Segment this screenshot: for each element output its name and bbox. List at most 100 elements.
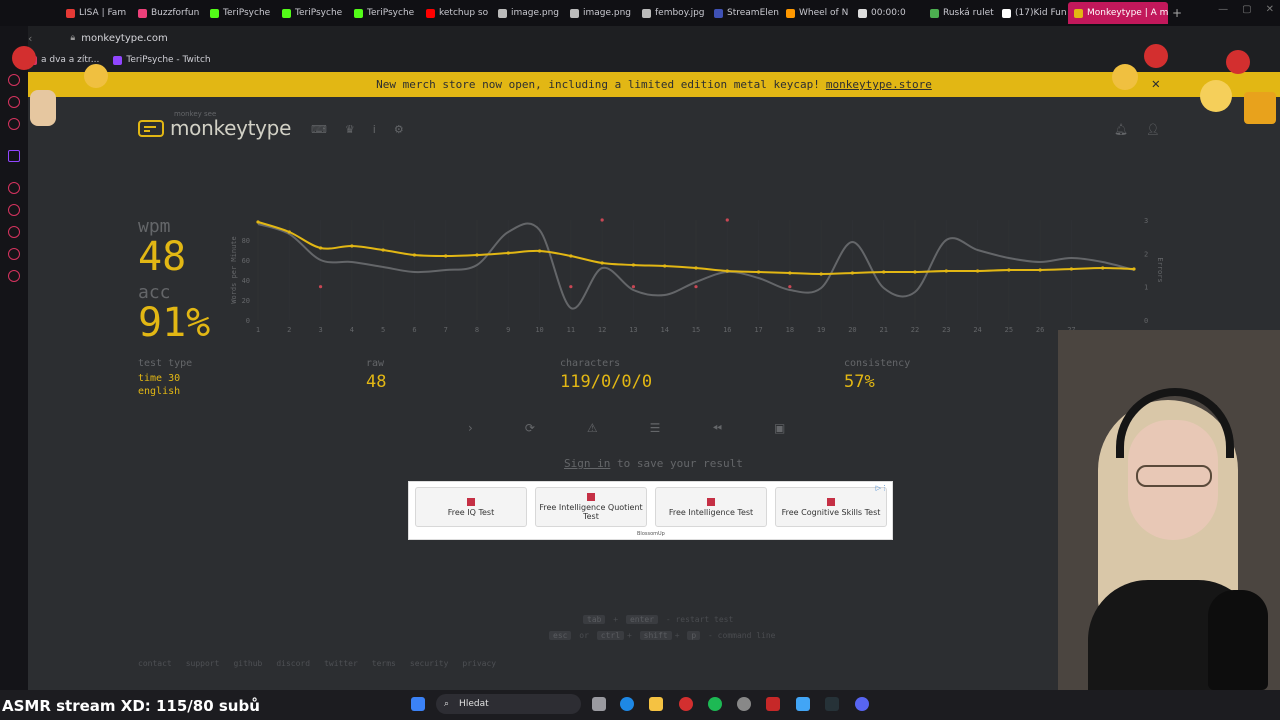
warning-icon[interactable]: ⚠: [586, 421, 598, 435]
instagram-icon[interactable]: [8, 118, 20, 130]
ad-button-label: Free Intelligence Test: [668, 507, 754, 517]
ad-button[interactable]: Free IQ Test: [415, 487, 527, 527]
next-test-icon[interactable]: ›: [468, 421, 473, 435]
taskbar-search-label: Hledat: [459, 699, 489, 709]
whatsapp-icon[interactable]: [8, 96, 20, 108]
footer-link-privacy[interactable]: privacy: [462, 659, 497, 668]
app-icon[interactable]: [737, 697, 751, 711]
browser-tab[interactable]: femboy.jpg: [636, 2, 708, 24]
browser-tab[interactable]: 00:00:0: [852, 2, 924, 24]
twitch-sidebar-icon[interactable]: [8, 150, 20, 162]
restart-icon[interactable]: ⟳: [524, 421, 535, 435]
error-point: [631, 285, 636, 289]
command-hint: esc or ctrl + shift + p - command line: [546, 631, 775, 640]
replay-icon[interactable]: ⏪︎: [712, 421, 723, 435]
browser-tab[interactable]: Ruská rulet: [924, 2, 996, 24]
wpm-point: [537, 249, 542, 253]
browser-tab[interactable]: image.png: [492, 2, 564, 24]
words-history-icon[interactable]: ☰: [649, 421, 661, 435]
acc-label: acc: [138, 282, 171, 303]
discord-icon[interactable]: [855, 697, 869, 711]
edge-icon[interactable]: [620, 697, 634, 711]
browser-tab[interactable]: StreamElen: [708, 2, 780, 24]
ad-button[interactable]: Free Intelligence Test: [655, 487, 767, 527]
y-tick-label: 60: [242, 257, 250, 265]
crown-icon[interactable]: ♛: [344, 123, 355, 136]
new-tab-button[interactable]: +: [1171, 6, 1183, 20]
footer-link-support[interactable]: support: [185, 659, 220, 668]
ad-choices-icon[interactable]: ▷⋮: [875, 484, 888, 492]
file-explorer-icon[interactable]: [649, 697, 663, 711]
wpm-point: [1069, 267, 1074, 271]
tab-label: Ruská rulet: [943, 8, 994, 18]
terminal-icon[interactable]: [825, 697, 839, 711]
user-icon[interactable]: 👤︎: [1146, 123, 1160, 136]
bookmark-item[interactable]: TeriPsyche - Twitch: [113, 55, 211, 65]
x-tick-label: 7: [444, 326, 448, 334]
tab-favicon-icon: [858, 8, 867, 18]
settings-icon[interactable]: [8, 270, 20, 282]
minimize-icon[interactable]: —: [1218, 4, 1229, 15]
wpm-point: [1007, 268, 1011, 272]
maximize-icon[interactable]: ▢: [1242, 4, 1252, 15]
footer-link-discord[interactable]: discord: [276, 659, 311, 668]
y2-axis-label: Errors: [1156, 257, 1164, 282]
browser-tab[interactable]: Buzzforfun: [132, 2, 204, 24]
browser-tab[interactable]: TeriPsyche: [204, 2, 276, 24]
banner-link[interactable]: monkeytype.store: [825, 78, 932, 91]
browser-tab[interactable]: TeriPsyche: [348, 2, 420, 24]
tab-label: Monkeytype | A mini: [1087, 8, 1168, 18]
url-field[interactable]: monkeytype.com: [81, 32, 168, 44]
footer-link-security[interactable]: security: [409, 659, 449, 668]
player-icon[interactable]: [8, 182, 20, 194]
opera-icon[interactable]: [679, 697, 693, 711]
tab-strip: LISA | Fam Buzzforfun TeriPsyche TeriPsyche…: [60, 2, 1068, 24]
history-icon[interactable]: [8, 226, 20, 238]
tab-favicon-icon: [1002, 8, 1011, 18]
keyboard-icon[interactable]: ⌨: [311, 123, 327, 136]
close-window-icon[interactable]: ✕: [1265, 4, 1274, 15]
windows-start-icon[interactable]: [411, 697, 425, 711]
bookmark-item[interactable]: a dva a zítr...: [28, 55, 99, 65]
ad-button[interactable]: Free Cognitive Skills Test: [775, 487, 887, 527]
footer-link-github[interactable]: github: [233, 659, 263, 668]
y2-tick-label: 1: [1144, 284, 1148, 292]
task-view-icon[interactable]: [592, 697, 606, 711]
x-tick-label: 26: [1036, 326, 1044, 334]
ad-icon: [827, 497, 835, 506]
tab-monkeytype[interactable]: Monkeytype | A mini: [1068, 2, 1168, 24]
footer-link-twitter[interactable]: twitter: [324, 659, 358, 668]
footer-link-contact[interactable]: contact: [138, 659, 172, 668]
x-tick-label: 4: [350, 326, 354, 334]
messenger-icon[interactable]: [8, 74, 20, 86]
footer-link-terms[interactable]: terms: [371, 659, 396, 668]
bookmark-label: a dva a zítr...: [41, 55, 100, 65]
gear-icon[interactable]: ⚙: [393, 123, 404, 136]
sign-in-link[interactable]: Sign in: [564, 457, 611, 470]
banner-close-icon[interactable]: ✕: [1151, 76, 1160, 92]
ad-banner: Free IQ Test Free Intelligence Quotient …: [408, 481, 893, 540]
ad-button[interactable]: Free Intelligence Quotient Test: [535, 487, 647, 527]
spotify-icon[interactable]: [708, 697, 722, 711]
keyboard-logo-icon: [138, 119, 164, 137]
browser-tab[interactable]: Wheel of N: [780, 2, 852, 24]
ornament-icon: [1226, 50, 1250, 74]
info-icon[interactable]: ⅰ: [372, 123, 376, 136]
extensions-icon[interactable]: [8, 248, 20, 260]
notepad-icon[interactable]: [796, 697, 810, 711]
y-tick-label: 80: [242, 237, 250, 245]
bell-icon[interactable]: 🔔︎: [1114, 123, 1129, 136]
browser-tab[interactable]: TeriPsyche: [276, 2, 348, 24]
browser-tab[interactable]: ketchup so: [420, 2, 492, 24]
back-icon[interactable]: ‹: [28, 31, 33, 45]
sign-in-prompt: Sign in to save your result: [564, 457, 743, 470]
heart-icon[interactable]: [8, 204, 20, 216]
browser-tab[interactable]: image.png: [564, 2, 636, 24]
browser-tab[interactable]: LISA | Fam: [60, 2, 132, 24]
browser-tab[interactable]: (17)Kid Fun: [996, 2, 1068, 24]
logo[interactable]: monkeytype monkey see: [138, 110, 291, 140]
lock-icon: 🔒︎: [70, 33, 76, 43]
screenshot-icon[interactable]: ▣: [774, 421, 786, 435]
taskbar-search[interactable]: ⌕ Hledat: [436, 694, 581, 714]
voicemod-icon[interactable]: [766, 697, 780, 711]
